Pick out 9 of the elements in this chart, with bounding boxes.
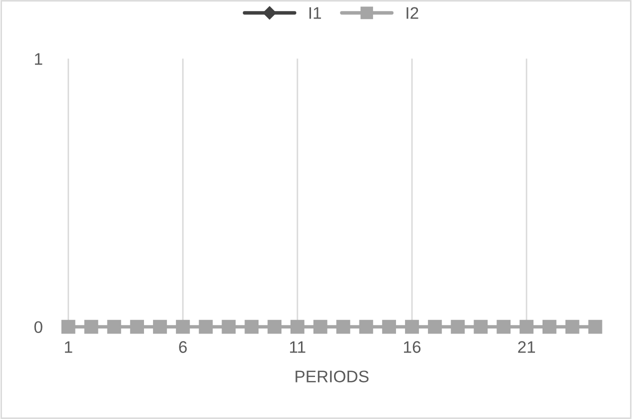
x-tick-label: 1: [64, 341, 72, 353]
x-tick-label: 6: [179, 341, 187, 353]
y-tick-label: 0: [34, 321, 42, 334]
x-tick-label: 16: [404, 341, 421, 353]
x-axis-title: PERIODS: [296, 370, 369, 382]
legend-label: I1: [309, 7, 321, 19]
legend-label: I2: [406, 7, 418, 19]
x-tick-label: 11: [290, 341, 306, 353]
x-tick-label: 21: [518, 341, 535, 353]
